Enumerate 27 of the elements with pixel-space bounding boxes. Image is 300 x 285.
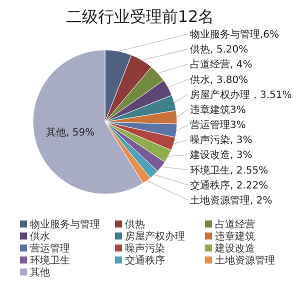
- legend-label: 物业服务与管理: [30, 218, 100, 230]
- legend-label: 其他: [30, 266, 50, 278]
- data-label: 其他, 59%: [46, 126, 95, 138]
- legend-label: 供热: [125, 220, 145, 230]
- legend-label: 噪声污染: [125, 242, 165, 254]
- legend-label: 交通秩序: [125, 254, 165, 266]
- legend-label: 建设改造: [214, 242, 255, 254]
- data-label: 环境卫生, 2.55%: [190, 164, 268, 176]
- legend-label: 环境卫生: [30, 254, 70, 266]
- data-label: 噪声污染, 3%: [190, 134, 252, 146]
- data-label: 占道经营, 4%: [190, 58, 252, 71]
- data-label: 供热, 5.20%: [190, 44, 248, 56]
- data-label: 交通秩序, 2.22%: [190, 179, 268, 192]
- legend-label: 供水: [30, 230, 50, 242]
- legend-label: 占道经营: [215, 218, 255, 230]
- legend-label: 房屋产权办理: [125, 230, 185, 242]
- data-label: 违章建筑3%: [190, 104, 246, 116]
- data-label: 供水, 3.80%: [190, 74, 248, 86]
- legend-label: 违章建筑: [215, 230, 255, 242]
- legend-label: 营运管理: [30, 242, 70, 254]
- legend-label: 土地资源管理: [215, 254, 275, 266]
- data-label: 土地资源管理, 2%: [190, 194, 272, 206]
- data-label: 物业服务与管理,6%: [190, 28, 280, 40]
- data-label: 营运管理3%: [190, 119, 246, 132]
- data-label: 房屋产权办理，3.51%: [190, 88, 292, 101]
- data-label: 建设改造, 3%: [189, 149, 252, 162]
- chart-title: 二级行业受理前12名: [66, 7, 214, 26]
